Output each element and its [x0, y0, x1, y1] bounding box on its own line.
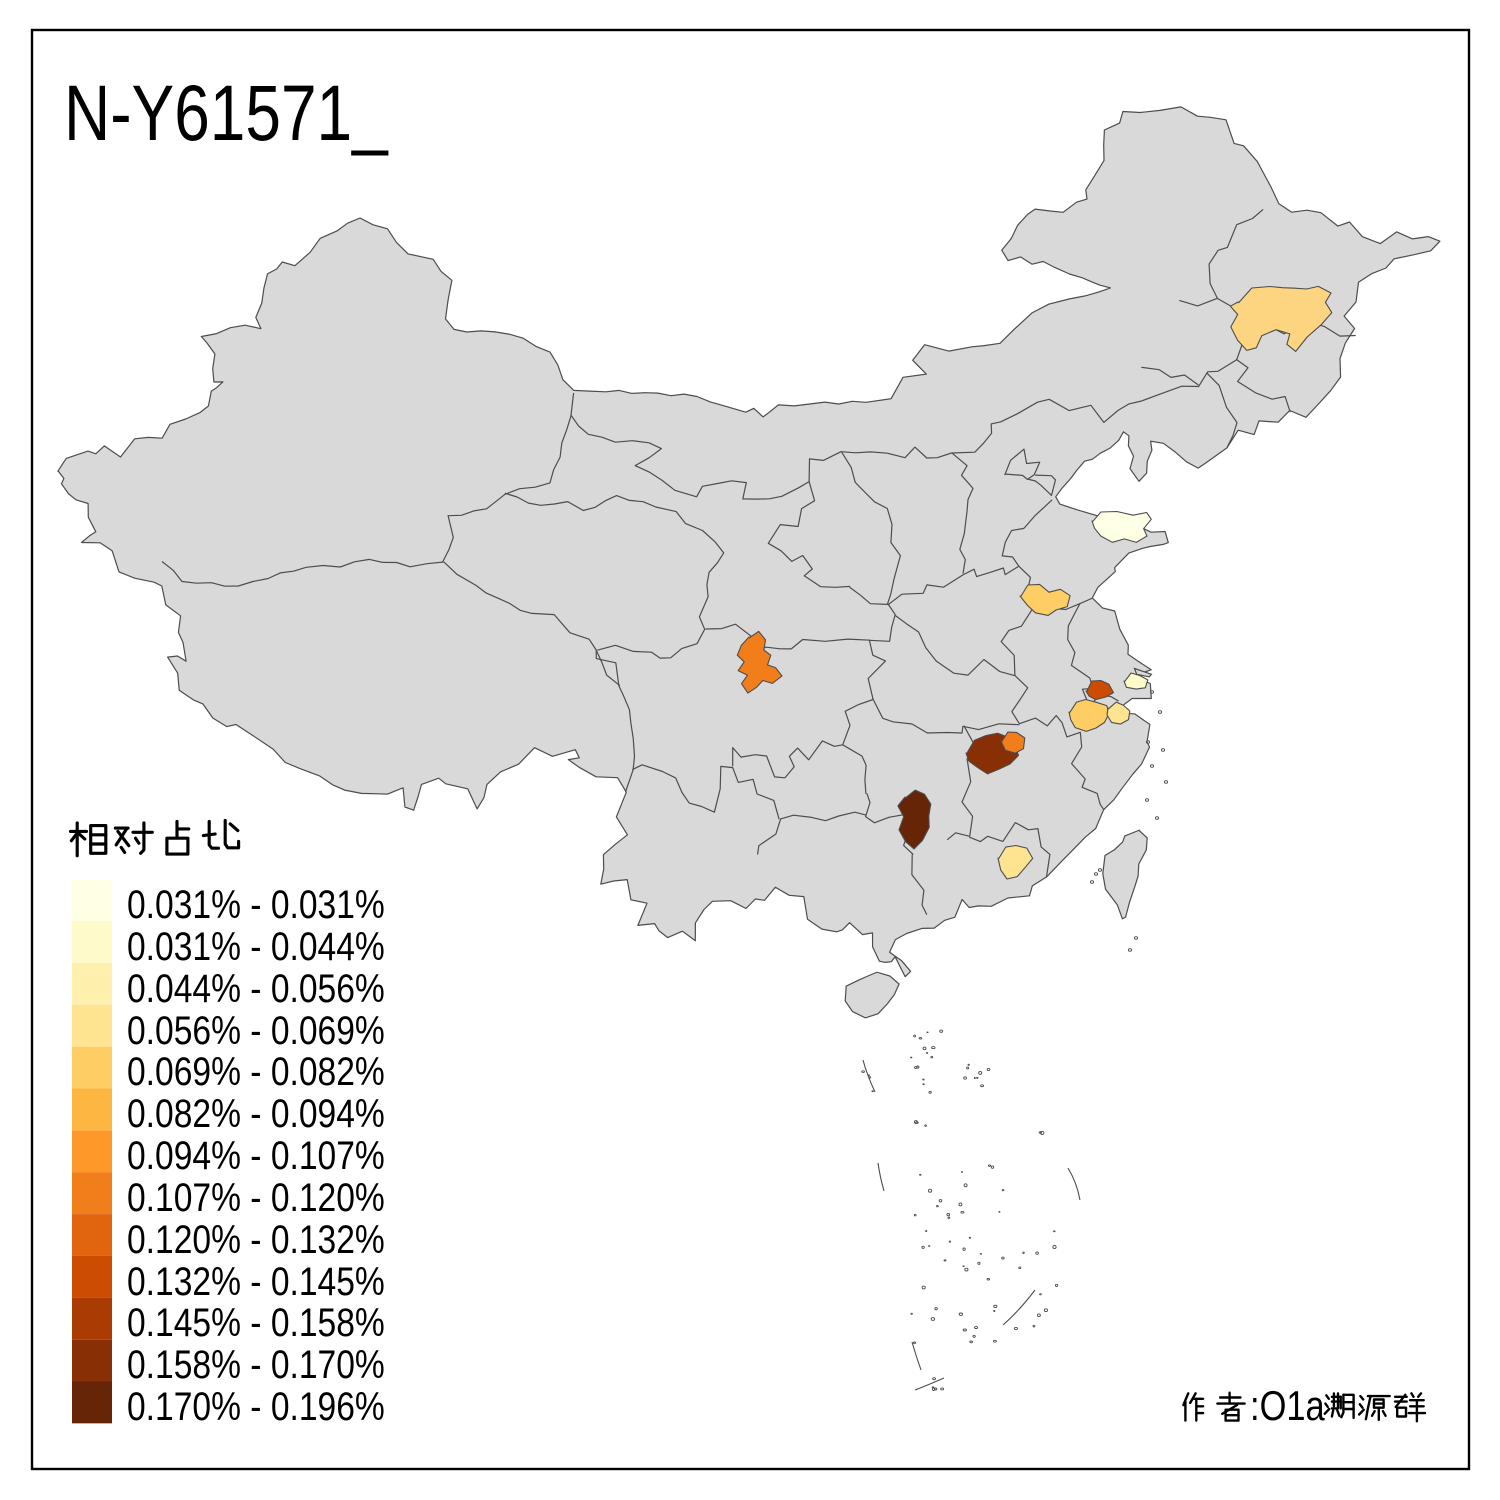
- svg-text::O1a: :O1a: [1250, 1383, 1325, 1430]
